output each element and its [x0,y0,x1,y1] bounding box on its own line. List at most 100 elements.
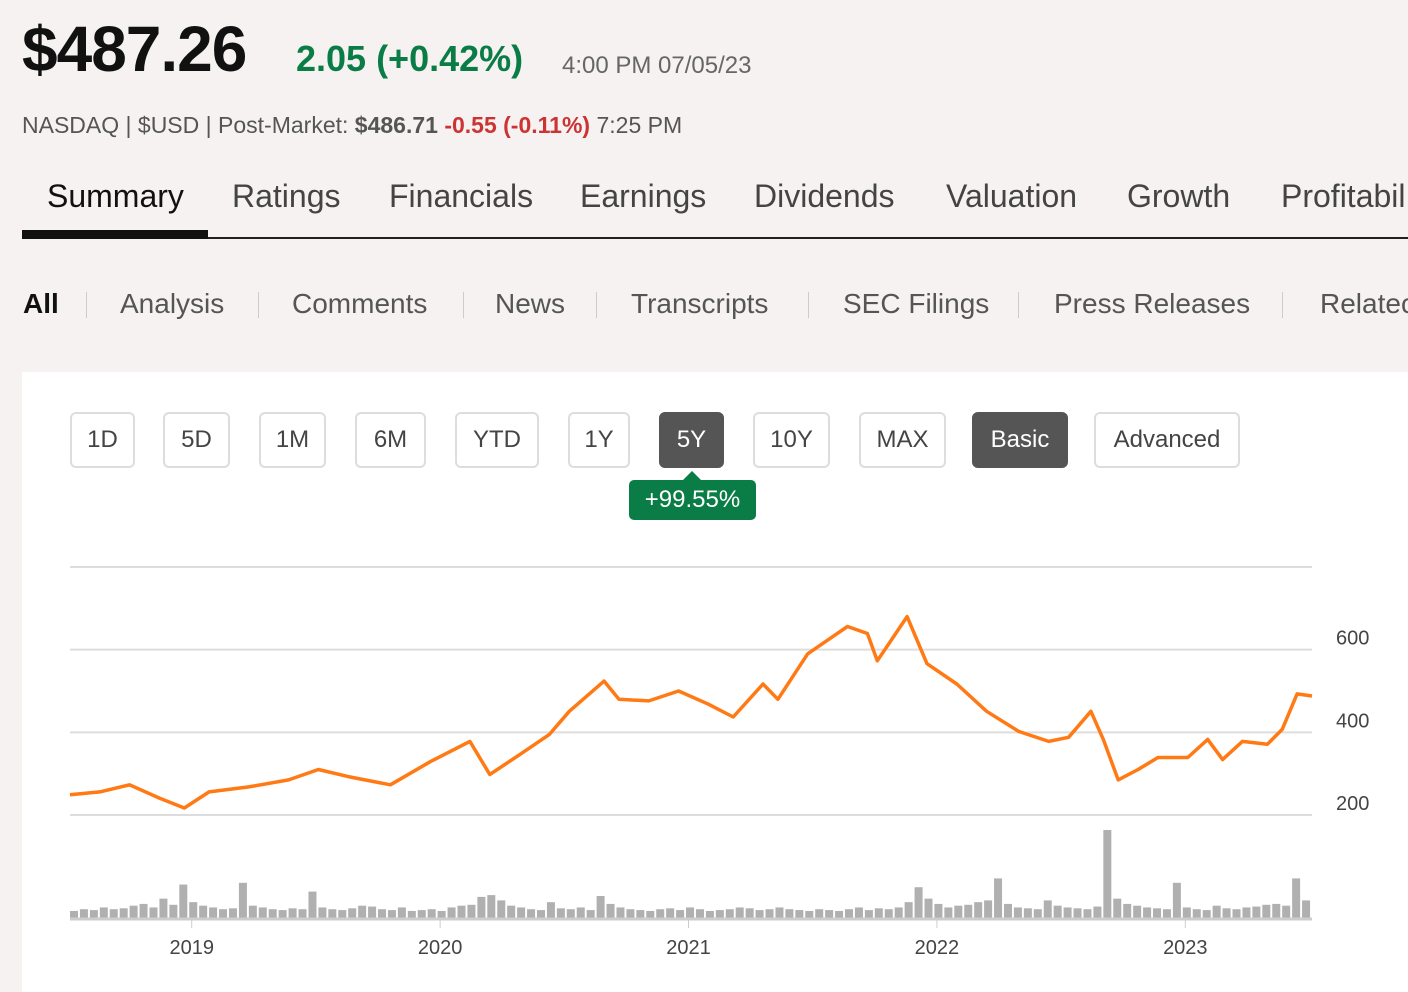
volume-bar [417,910,426,918]
subnav-news[interactable]: News [495,288,566,319]
volume-bar [1133,905,1142,918]
volume-bar [179,884,188,918]
subnav-separator [808,292,809,318]
currency: $USD [137,112,200,138]
volume-bar [815,909,824,918]
tab-valuation[interactable]: Valuation [946,178,1078,214]
volume-bar [775,907,784,918]
volume-bar [864,910,873,918]
subnav-press-releases[interactable]: Press Releases [1054,288,1251,319]
volume-bar [447,907,456,918]
subnav-all[interactable]: All [23,288,59,319]
volume-bar [1232,909,1241,918]
x-tick-label: 2022 [915,937,960,959]
tab-growth[interactable]: Growth [1127,178,1231,214]
post-market-change: -0.55 (-0.11%) [444,112,591,138]
volume-bar [904,902,913,918]
tab-summary[interactable]: Summary [47,178,184,214]
volume-bar [894,907,903,918]
post-market-price: $486.71 [354,112,438,138]
volume-bar [1083,909,1092,918]
volume-bar [1302,900,1311,918]
volume-bar [228,908,237,918]
range-button-1m[interactable]: 1M [259,412,326,468]
tab-profitabil[interactable]: Profitabil [1281,178,1406,214]
volume-bar [238,882,247,918]
volume-bar [715,910,724,918]
volume-bar [427,909,436,918]
volume-bar [338,910,347,918]
subnav-relatec[interactable]: Relatec [1320,288,1408,319]
volume-bar [884,909,893,918]
volume-bar [914,887,923,918]
range-change-badge: +99.55% [629,471,756,520]
volume-bar [566,909,575,918]
volume-bar [705,910,714,918]
volume-bar [467,904,476,918]
range-button-5d[interactable]: 5D [163,412,230,468]
volume-bar [328,909,337,918]
volume-bar [586,910,595,918]
subnav-transcripts[interactable]: Transcripts [631,288,769,319]
volume-bar [139,903,148,918]
post-market-label: Post-Market: [218,112,349,138]
volume-bar [636,910,645,918]
volume-bar [1033,909,1042,918]
range-button-1y[interactable]: 1Y [568,412,630,468]
volume-bar [397,907,406,918]
x-tick-label: 2019 [169,937,214,959]
volume-bar [1043,900,1052,918]
price-change: 2.05 (+0.42%) [296,38,524,79]
volume-bar [1053,905,1062,918]
volume-bar [407,910,416,918]
volume-bar [1013,907,1022,918]
volume-bar [497,900,506,918]
tab-financials[interactable]: Financials [389,178,534,214]
volume-bar [536,910,545,918]
tab-dividends[interactable]: Dividends [754,178,895,214]
mode-button-advanced[interactable]: Advanced [1094,412,1240,468]
range-button-ytd[interactable]: YTD [455,412,539,468]
volume-bar [656,909,665,918]
subnav-sec-filings[interactable]: SEC Filings [843,288,990,319]
volume-bar [1252,906,1261,918]
subnav-separator [1018,292,1019,318]
range-button-1d[interactable]: 1D [70,412,135,468]
volume-bar [666,908,675,918]
volume-bar [219,909,228,918]
volume-bar [1073,908,1082,918]
volume-bar [765,909,774,918]
volume-bar [1153,908,1162,918]
y-tick-label: 400 [1336,710,1369,732]
subnav-separator [86,292,87,318]
tab-earnings[interactable]: Earnings [580,178,707,214]
mode-button-basic[interactable]: Basic [972,412,1068,468]
subnav-analysis[interactable]: Analysis [120,288,225,319]
volume-bar [984,900,993,918]
tab-ratings[interactable]: Ratings [232,178,341,214]
volume-bar [368,906,377,918]
volume-bar [1093,906,1102,918]
volume-bar [944,907,953,918]
range-button-10y[interactable]: 10Y [753,412,830,468]
subnav-comments[interactable]: Comments [292,288,428,319]
volume-bar [70,910,78,918]
volume-bar [874,908,883,918]
range-button-6m[interactable]: 6M [355,412,426,468]
volume-bar [954,905,963,918]
volume-bar [974,902,983,918]
tab-divider [22,237,1408,239]
volume-bar [556,908,565,918]
volume-bar [1113,898,1122,918]
range-button-max[interactable]: MAX [859,412,946,468]
volume-bar [387,910,396,918]
volume-bar [626,909,635,918]
volume-bar [745,908,754,918]
x-tick-label: 2021 [666,937,711,959]
volume-bar [248,905,257,918]
range-button-5y[interactable]: 5Y [659,412,724,468]
volume-bar [189,902,198,918]
volume-bar [527,909,536,918]
volume-bar [1143,907,1152,918]
